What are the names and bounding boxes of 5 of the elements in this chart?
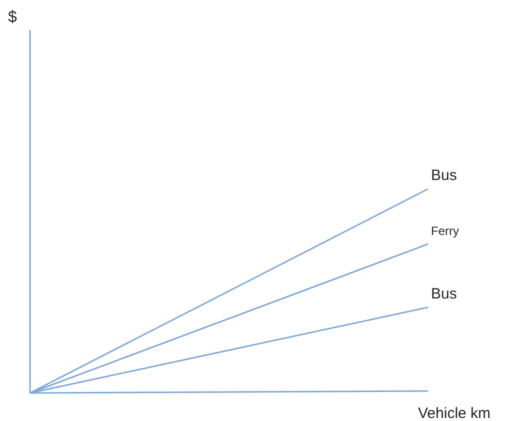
series-label: Bus bbox=[431, 167, 457, 184]
series-label: Ferry bbox=[431, 224, 459, 238]
series-label: Bus bbox=[431, 285, 457, 302]
text: $ bbox=[8, 9, 17, 26]
x-axis-title: Vehicle km bbox=[418, 405, 491, 421]
